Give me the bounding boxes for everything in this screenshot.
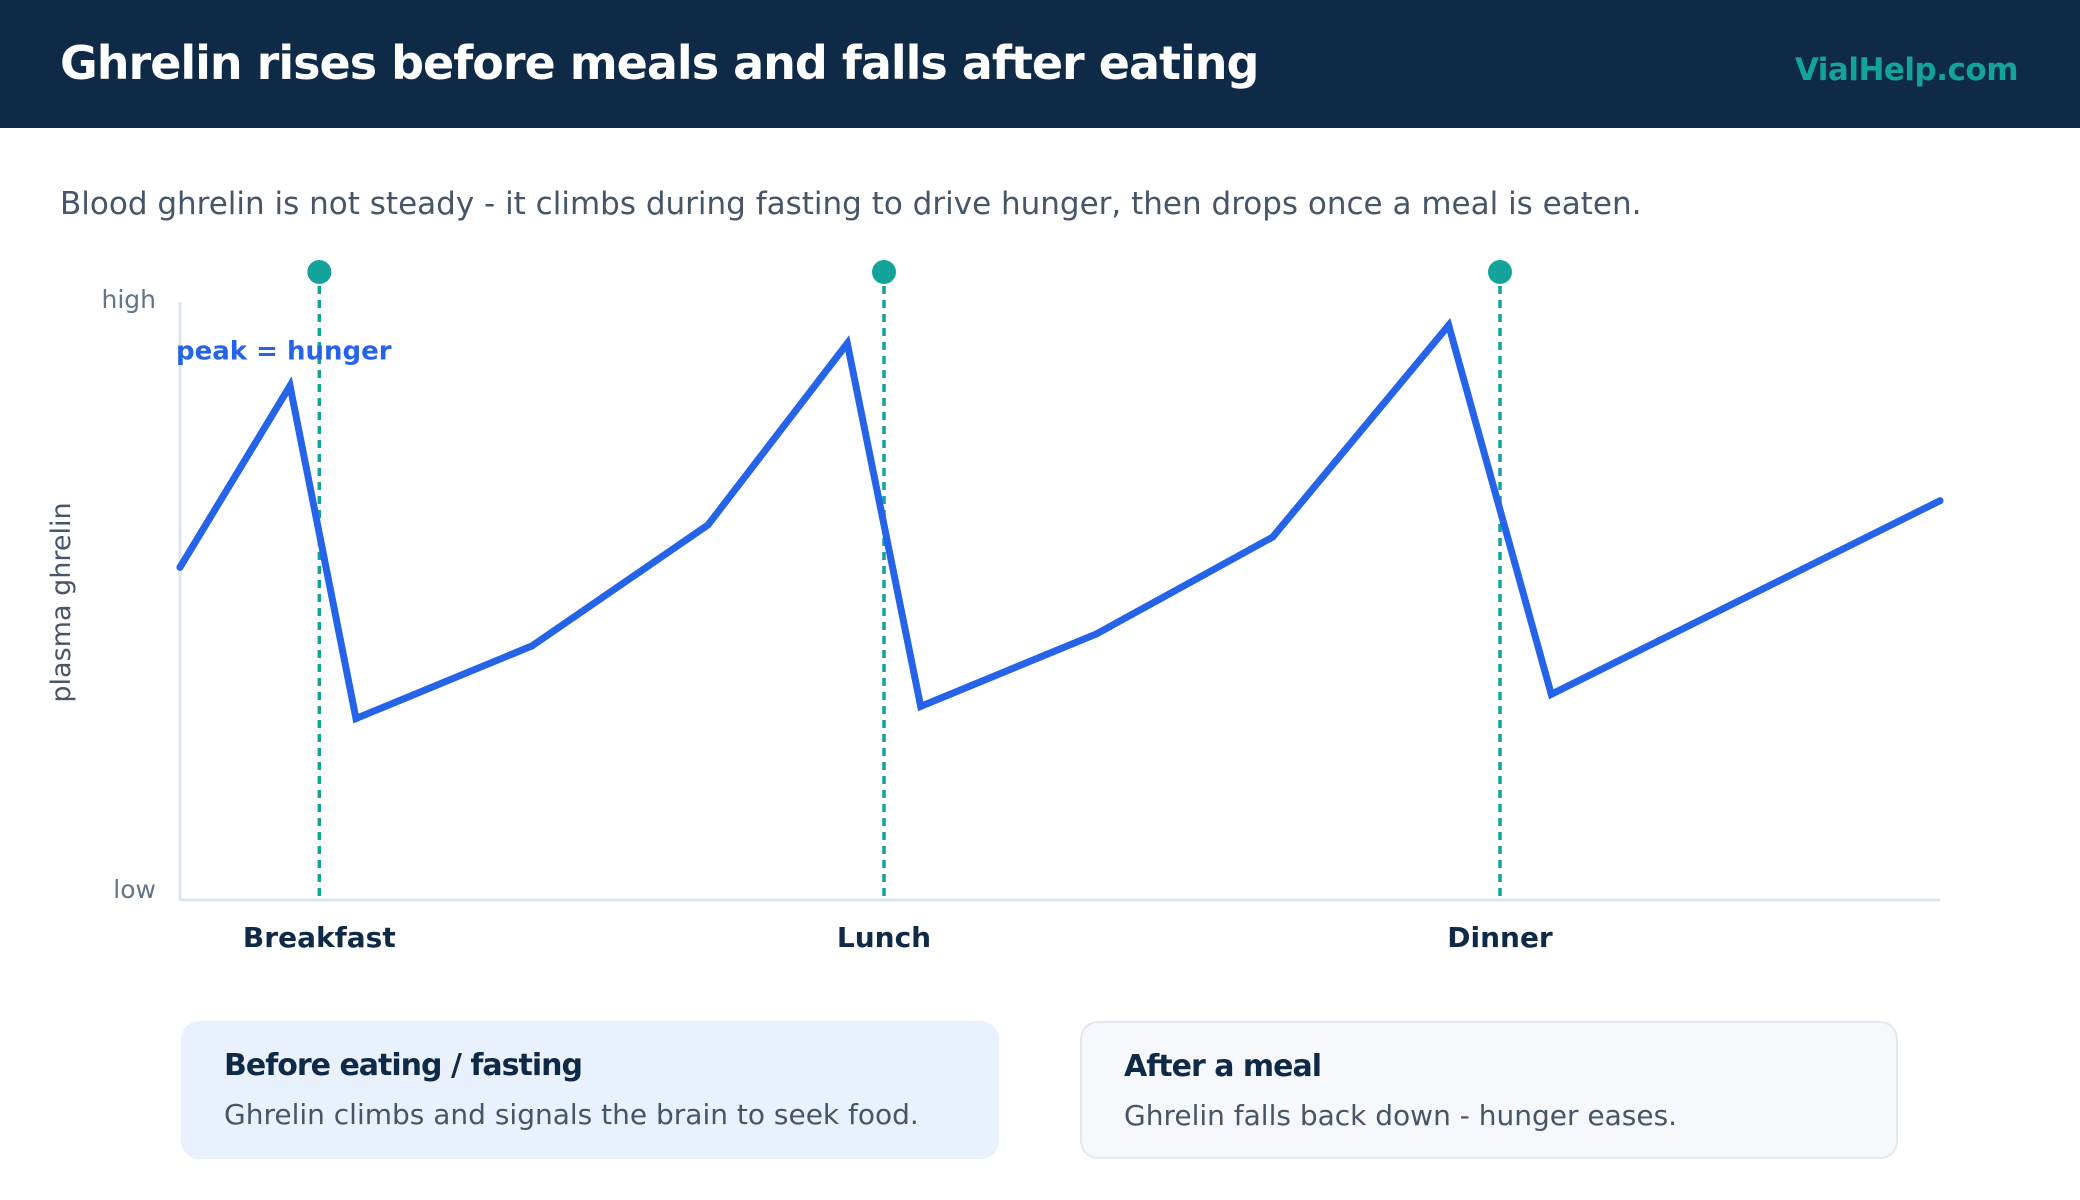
peak-annotation: peak = hunger — [176, 336, 392, 366]
data-point — [1547, 690, 1555, 698]
data-point — [917, 702, 925, 710]
data-point — [1269, 533, 1277, 541]
data-point — [843, 339, 851, 347]
meal-marker-dot-breakfast — [307, 260, 332, 284]
before-eating-card: Before eating / fasting Ghrelin climbs a… — [181, 1021, 999, 1159]
card-title: After a meal — [1124, 1049, 1322, 1084]
after-meal-card: After a meal Ghrelin falls back down - h… — [1080, 1021, 1898, 1159]
chart-subtitle: Blood ghrelin is not steady - it climbs … — [60, 186, 1642, 222]
data-point — [1093, 630, 1101, 638]
ghrelin-series-line — [176, 317, 1944, 724]
data-point — [704, 521, 712, 529]
ghrelin-chart: low high plasma ghrelin Breakfast Lunch Dinne… — [46, 260, 1944, 954]
data-point — [1936, 497, 1944, 505]
y-tick-label-low: low — [113, 875, 156, 904]
data-point — [1445, 321, 1453, 329]
data-point — [352, 715, 360, 722]
meal-label-breakfast: Breakfast — [243, 921, 396, 954]
page-title: Ghrelin rises before meals and falls aft… — [60, 36, 1259, 90]
brand-link[interactable]: VialHelp.com — [1794, 52, 2019, 88]
y-tick-label-high: high — [101, 285, 156, 314]
card-title: Before eating / fasting — [224, 1048, 583, 1083]
meal-marker-dot-lunch — [872, 260, 896, 284]
data-point — [286, 382, 294, 390]
meal-marker-dot-dinner — [1488, 260, 1512, 284]
y-axis-label: plasma ghrelin — [46, 502, 77, 702]
meal-label-lunch: Lunch — [837, 921, 931, 954]
card-text: Ghrelin falls back down - hunger eases. — [1124, 1099, 1678, 1132]
card-text: Ghrelin climbs and signals the brain to … — [224, 1098, 919, 1131]
meal-label-dinner: Dinner — [1447, 921, 1553, 954]
data-point — [528, 642, 536, 650]
header-bar: Ghrelin rises before meals and falls aft… — [0, 0, 2080, 128]
data-point — [176, 563, 184, 571]
